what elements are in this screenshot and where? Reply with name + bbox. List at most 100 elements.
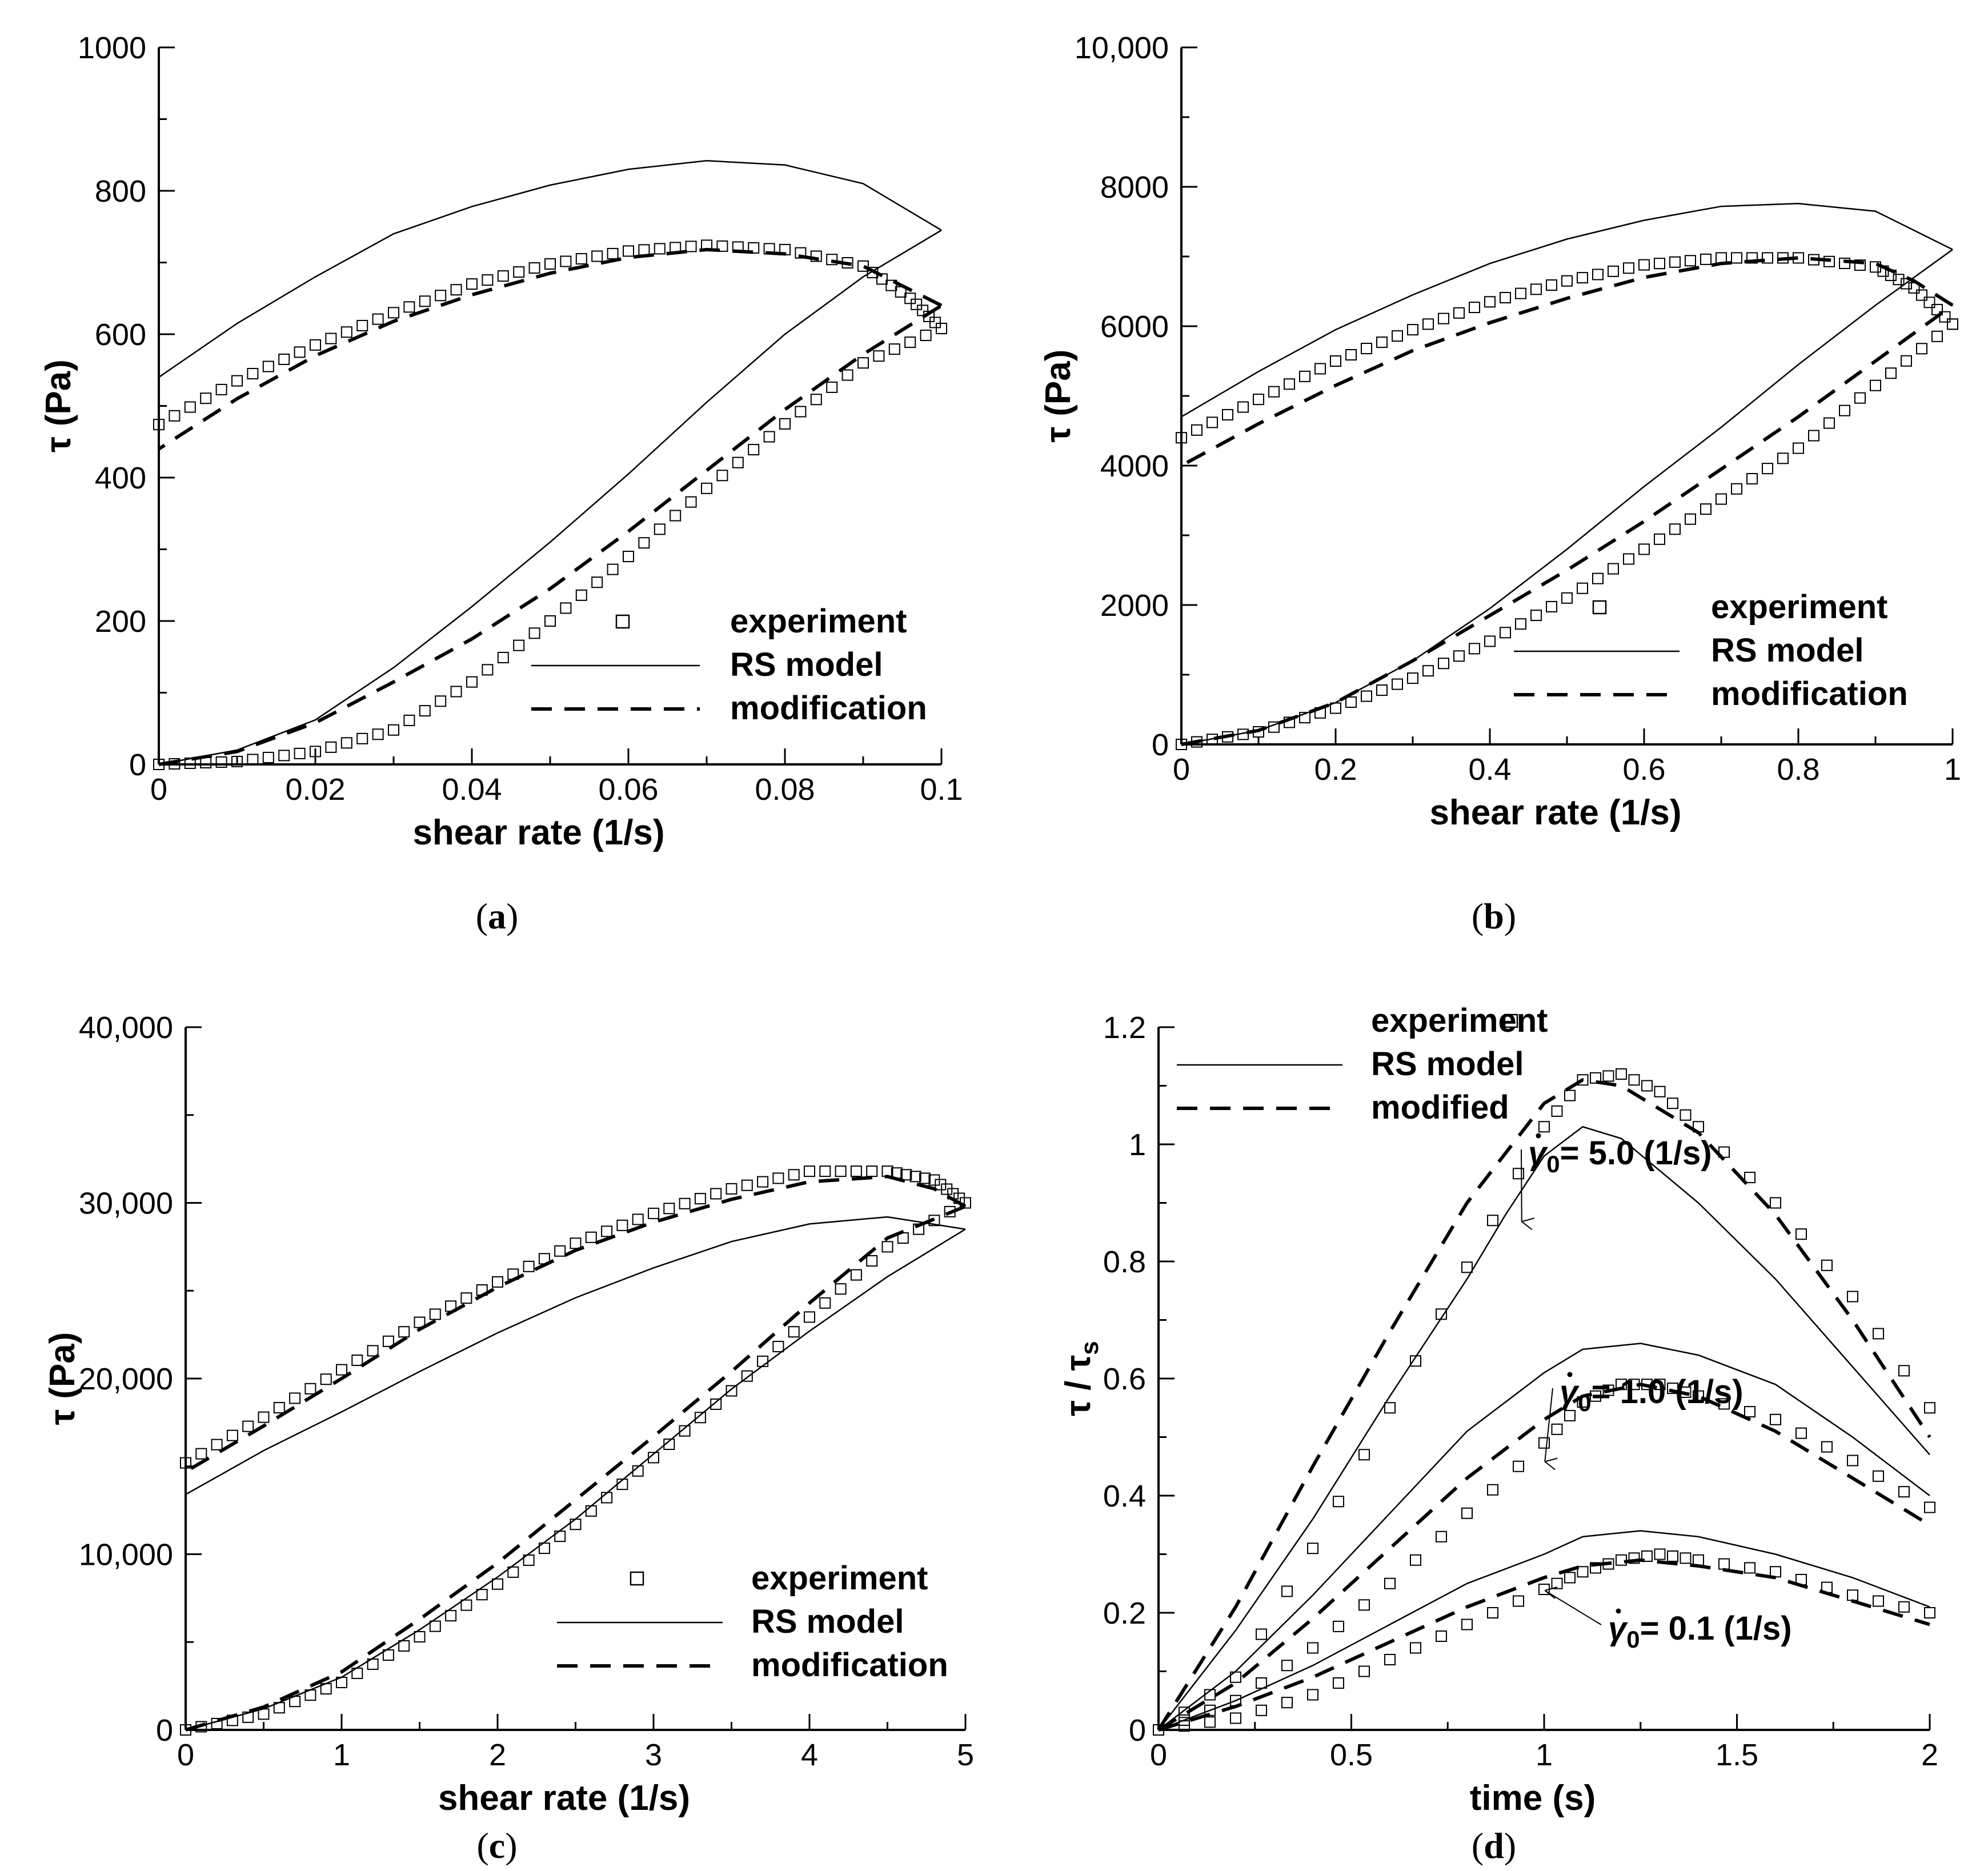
y-tick-label: 800 bbox=[95, 174, 146, 209]
experiment-5-0-marker bbox=[1487, 1215, 1498, 1227]
experiment-marker bbox=[1931, 330, 1943, 342]
experiment-marker bbox=[1361, 690, 1372, 702]
x-tick-label: 4 bbox=[801, 1738, 818, 1772]
experiment-marker bbox=[623, 551, 634, 563]
experiment-marker bbox=[429, 1308, 441, 1320]
experiment-marker bbox=[382, 1335, 394, 1347]
experiment-marker bbox=[632, 1213, 644, 1225]
experiment-marker bbox=[403, 714, 415, 726]
experiment-marker bbox=[804, 1311, 815, 1323]
experiment-marker bbox=[460, 1599, 472, 1611]
experiment-marker bbox=[262, 360, 274, 372]
experiment-marker bbox=[388, 724, 399, 736]
annotation-arrow bbox=[1544, 1388, 1553, 1462]
experiment-marker bbox=[1823, 417, 1835, 429]
experiment-5-0-marker bbox=[1898, 1365, 1910, 1377]
rs-model-line bbox=[158, 160, 942, 378]
experiment-marker bbox=[819, 1165, 831, 1177]
experiment-marker bbox=[772, 1341, 784, 1353]
x-tick-label: 0.6 bbox=[1622, 752, 1665, 787]
rs-model-0-1-line bbox=[1158, 1530, 1930, 1731]
experiment-marker bbox=[1191, 424, 1203, 436]
experiment-marker bbox=[1515, 287, 1526, 299]
experiment-marker bbox=[1438, 658, 1449, 670]
experiment-marker bbox=[258, 1411, 270, 1423]
experiment-1-0-marker bbox=[1564, 1409, 1576, 1421]
experiment-0-1-marker bbox=[1513, 1595, 1524, 1607]
experiment-marker bbox=[826, 254, 838, 266]
experiment-marker bbox=[726, 1385, 738, 1397]
experiment-marker bbox=[638, 537, 650, 549]
y-tick-label: 0 bbox=[1129, 1713, 1146, 1748]
experiment-1-0-marker bbox=[1307, 1642, 1318, 1654]
experiment-marker bbox=[900, 1169, 912, 1181]
experiment-marker bbox=[435, 695, 447, 707]
experiment-marker bbox=[1422, 318, 1434, 330]
experiment-marker bbox=[1638, 543, 1650, 555]
experiment-marker bbox=[1762, 252, 1773, 264]
experiment-marker bbox=[513, 639, 525, 651]
experiment-marker bbox=[211, 1439, 223, 1451]
experiment-1-0-marker bbox=[1821, 1441, 1833, 1453]
experiment-marker bbox=[215, 756, 227, 768]
experiment-marker bbox=[1530, 283, 1542, 295]
experiment-marker bbox=[1530, 610, 1542, 622]
y-axis-label: τ (Pa) bbox=[39, 359, 78, 452]
experiment-marker bbox=[1762, 463, 1773, 475]
experiment-marker bbox=[1746, 472, 1758, 484]
experiment-marker bbox=[941, 1183, 953, 1195]
y-tick-label: 1000 bbox=[78, 31, 146, 65]
y-tick-label: 6000 bbox=[1100, 310, 1169, 344]
x-tick-label: 0.8 bbox=[1777, 752, 1819, 787]
experiment-marker bbox=[810, 250, 822, 262]
experiment-marker bbox=[928, 1174, 940, 1186]
legend-label: RS model bbox=[1711, 632, 1864, 669]
experiment-marker bbox=[779, 418, 791, 430]
experiment-marker bbox=[1561, 592, 1573, 604]
x-tick-label: 2 bbox=[1921, 1738, 1938, 1772]
experiment-marker bbox=[904, 293, 916, 305]
experiment-1-0-marker bbox=[1744, 1406, 1755, 1418]
experiment-marker bbox=[1947, 318, 1958, 330]
experiment-marker bbox=[445, 1610, 457, 1622]
experiment-marker bbox=[273, 1402, 285, 1414]
experiment-5-0-marker bbox=[1667, 1097, 1678, 1109]
experiment-marker bbox=[935, 1179, 947, 1191]
experiment-marker bbox=[231, 755, 243, 767]
experiment-1-0-marker bbox=[1770, 1413, 1781, 1425]
experiment-1-0-marker bbox=[1898, 1486, 1910, 1498]
experiment-marker bbox=[904, 336, 916, 348]
experiment-marker bbox=[356, 319, 368, 331]
experiment-marker bbox=[523, 1554, 535, 1566]
experiment-marker bbox=[560, 602, 572, 614]
experiment-marker bbox=[1854, 392, 1866, 404]
experiment-marker bbox=[835, 1165, 847, 1177]
experiment-marker bbox=[1685, 513, 1696, 525]
experiment-5-0-marker bbox=[1551, 1105, 1563, 1117]
experiment-marker bbox=[748, 242, 760, 254]
experiment-marker bbox=[1422, 665, 1434, 677]
modification-line bbox=[185, 1204, 967, 1732]
experiment-marker bbox=[482, 664, 494, 676]
legend-label: modified bbox=[1371, 1089, 1509, 1126]
experiment-marker bbox=[435, 290, 447, 302]
experiment-marker bbox=[528, 627, 540, 639]
experiment-5-0-marker bbox=[1641, 1080, 1653, 1092]
experiment-5-0-marker bbox=[1680, 1109, 1692, 1121]
experiment-marker bbox=[388, 307, 399, 319]
experiment-marker bbox=[180, 1457, 191, 1469]
experiment-marker bbox=[278, 750, 290, 762]
experiment-marker bbox=[841, 369, 853, 381]
experiment-5-0-marker bbox=[1333, 1496, 1344, 1508]
experiment-marker bbox=[1839, 404, 1850, 416]
y-tick-label: 10,000 bbox=[1075, 31, 1169, 65]
experiment-marker bbox=[757, 1355, 769, 1367]
experiment-marker bbox=[1623, 262, 1634, 274]
experiment-marker bbox=[570, 1519, 582, 1531]
experiment-marker bbox=[1361, 343, 1372, 355]
experiment-marker bbox=[289, 1392, 301, 1404]
annotation-label: γ0= 5.0 (1/s) bbox=[1528, 1135, 1712, 1177]
experiment-marker bbox=[866, 1165, 878, 1177]
y-axis-unit: (Pa) bbox=[39, 359, 78, 426]
experiment-0-1-marker bbox=[1256, 1704, 1267, 1716]
